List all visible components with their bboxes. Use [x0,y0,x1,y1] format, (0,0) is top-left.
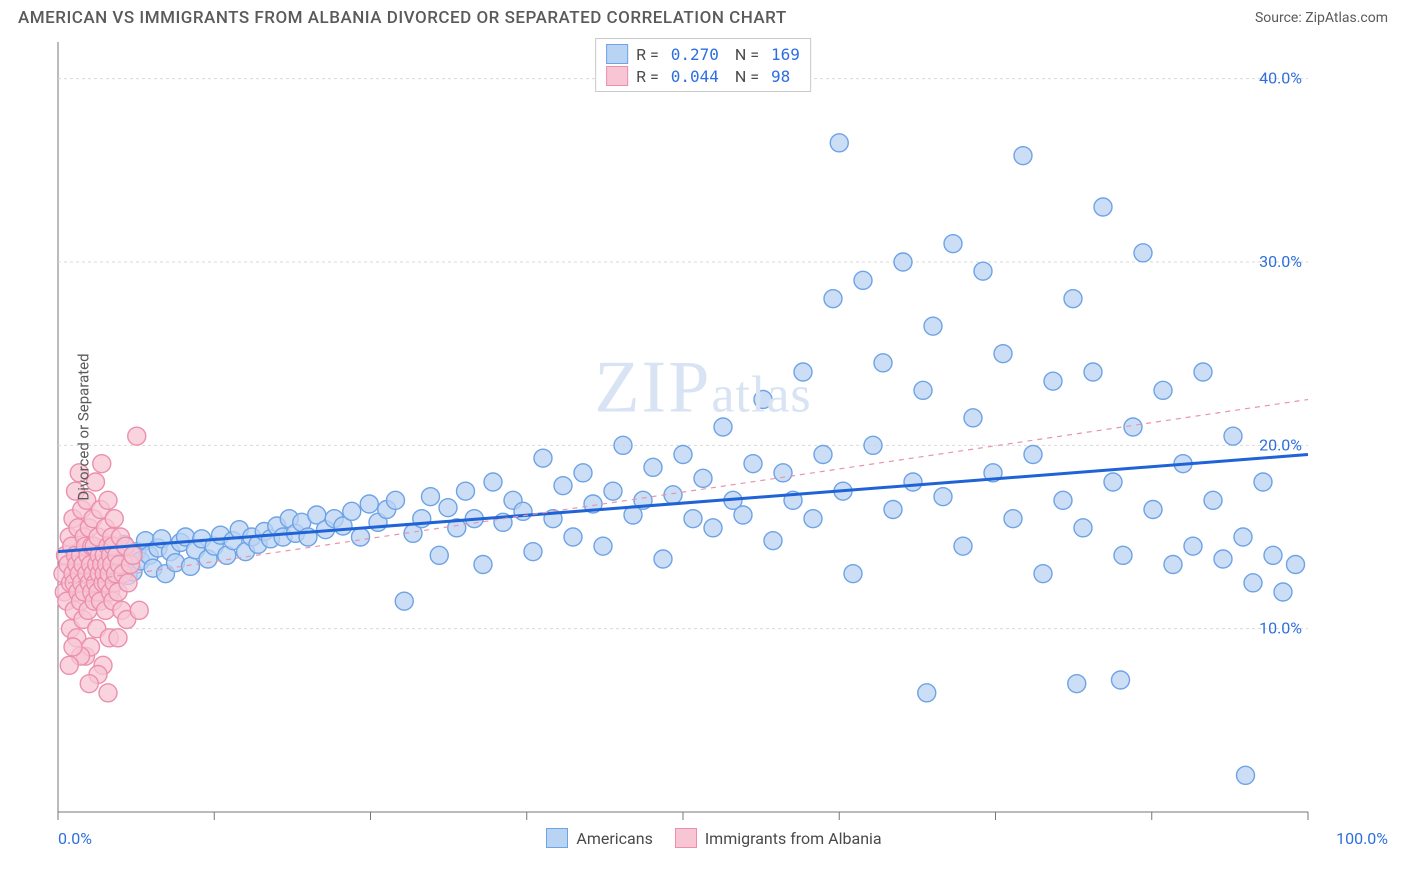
chart-area: Divorced or Separated 10.0% 20.0% 30.0% 40.… [18,32,1388,822]
r-value: 0.270 [671,45,719,64]
source-link[interactable]: ZipAtlas.com [1305,10,1388,26]
legend-swatch [675,828,697,848]
source-attribution: Source: ZipAtlas.com [1255,10,1388,26]
n-value: 169 [771,45,800,64]
scatter-plot: 10.0% 20.0% 30.0% 40.0% [18,32,1348,822]
bottom-legend: 0.0% Americans Immigrants from Albania 10… [0,822,1406,848]
legend-swatch [546,828,568,848]
legend-label: Immigrants from Albania [705,829,882,848]
legend-swatch [606,66,628,86]
legend-swatch [606,44,628,64]
y-axis-label: Divorced or Separated [75,353,93,500]
svg-text:30.0%: 30.0% [1259,252,1302,271]
svg-text:10.0%: 10.0% [1259,619,1302,638]
legend-item: Americans [546,828,652,848]
r-value: 0.044 [671,67,719,86]
legend-row: R = 0.270 N = 169 [606,43,800,65]
legend-item: Immigrants from Albania [675,828,882,848]
svg-text:20.0%: 20.0% [1259,435,1302,454]
legend-row: R = 0.044 N = 98 [606,65,800,87]
x-axis-min-label: 0.0% [58,829,92,848]
x-axis-max-label: 100.0% [1336,829,1388,848]
chart-title: AMERICAN VS IMMIGRANTS FROM ALBANIA DIVO… [18,8,787,28]
correlation-legend: R = 0.270 N = 169R = 0.044 N = 98 [595,38,811,92]
legend-label: Americans [576,829,652,848]
header: AMERICAN VS IMMIGRANTS FROM ALBANIA DIVO… [0,0,1406,32]
svg-text:40.0%: 40.0% [1259,69,1302,88]
n-value: 98 [771,67,790,86]
